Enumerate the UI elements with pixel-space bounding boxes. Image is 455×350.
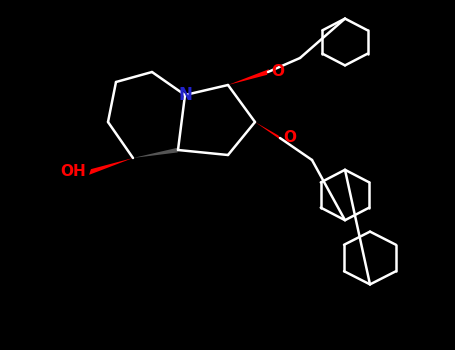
Polygon shape xyxy=(89,158,133,175)
Text: N: N xyxy=(178,86,192,104)
Text: OH: OH xyxy=(60,164,86,180)
Polygon shape xyxy=(255,122,282,141)
Polygon shape xyxy=(228,69,269,85)
Text: O: O xyxy=(271,64,284,79)
Text: O: O xyxy=(283,131,296,146)
Polygon shape xyxy=(133,148,178,158)
